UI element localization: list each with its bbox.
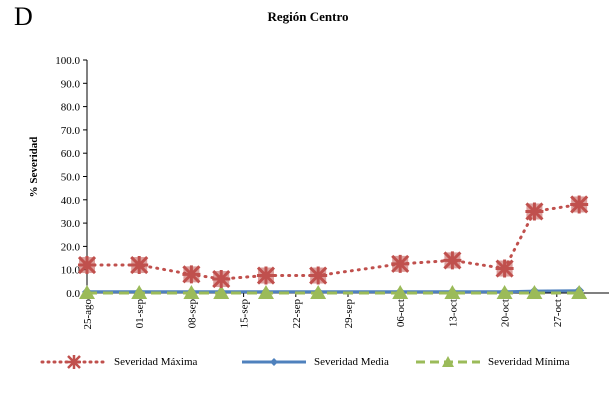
- series-0-point: [77, 255, 97, 275]
- legend-label-severidad-minima: Severidad Mínima: [488, 356, 570, 368]
- x-tick-label: 27-oct: [552, 299, 564, 327]
- legend: Severidad Máxima Severidad Media Severid…: [0, 355, 616, 379]
- series-0-point: [391, 254, 410, 273]
- series-0-point: [309, 266, 328, 285]
- legend-swatch-severidad-media: [242, 358, 306, 366]
- series-0-point: [182, 265, 201, 284]
- series-2-point: [444, 285, 461, 299]
- x-tick-label: 20-oct: [500, 299, 512, 327]
- series-0-point: [212, 269, 231, 289]
- y-tick-label: 20.0: [61, 241, 81, 253]
- series-2-point: [526, 285, 543, 299]
- x-tick-label: 25-ago: [82, 299, 94, 330]
- series-2-point: [131, 285, 148, 299]
- y-tick-label: 100.0: [55, 55, 80, 67]
- legend-label-severidad-media: Severidad Media: [314, 356, 389, 368]
- x-tick-label: 13-oct: [447, 299, 459, 327]
- series-0-point: [570, 195, 589, 214]
- legend-item-severidad-media: Severidad Media: [240, 355, 389, 369]
- chart-title: Región Centro: [267, 9, 349, 24]
- series-2-point: [257, 285, 274, 299]
- y-tick-label: 70.0: [61, 125, 81, 137]
- series-0-point: [525, 202, 544, 221]
- y-tick-label: 80.0: [61, 102, 81, 114]
- series-2-point: [310, 285, 327, 299]
- series-2-point: [496, 285, 513, 299]
- x-tick-label: 01-sep: [134, 299, 146, 329]
- series-2-point: [571, 285, 588, 299]
- panel-letter: D: [14, 2, 33, 31]
- series-2-point: [79, 285, 95, 299]
- y-tick-label: 90.0: [61, 78, 81, 90]
- series-0-point: [256, 266, 276, 285]
- series-2-point: [183, 285, 200, 299]
- y-tick-label: 60.0: [61, 148, 81, 160]
- legend-item-severidad-minima: Severidad Mínima: [414, 355, 570, 369]
- y-tick-label: 10.0: [61, 265, 81, 277]
- y-tick-label: 50.0: [61, 172, 81, 184]
- series-0-point: [130, 255, 149, 275]
- series-2-point: [213, 285, 230, 299]
- x-tick-label: 22-sep: [291, 299, 303, 329]
- x-tick-label: 06-oct: [395, 299, 407, 327]
- x-tick-label: 08-sep: [186, 299, 198, 329]
- legend-swatch-severidad-maxima: [40, 355, 108, 369]
- y-tick-label: 40.0: [61, 195, 81, 207]
- legend-swatch-severidad-minima: [416, 356, 480, 367]
- series-0-point: [495, 259, 514, 278]
- series-0-point: [443, 251, 462, 270]
- y-tick-label: 30.0: [61, 218, 81, 230]
- legend-item-severidad-maxima: Severidad Máxima: [40, 355, 197, 369]
- legend-label-severidad-maxima: Severidad Máxima: [114, 356, 198, 368]
- x-tick-label: 15-sep: [239, 299, 251, 329]
- x-tick-label: 29-sep: [343, 299, 355, 329]
- y-tick-label: 0.0: [66, 288, 80, 300]
- series-2-point: [392, 285, 409, 299]
